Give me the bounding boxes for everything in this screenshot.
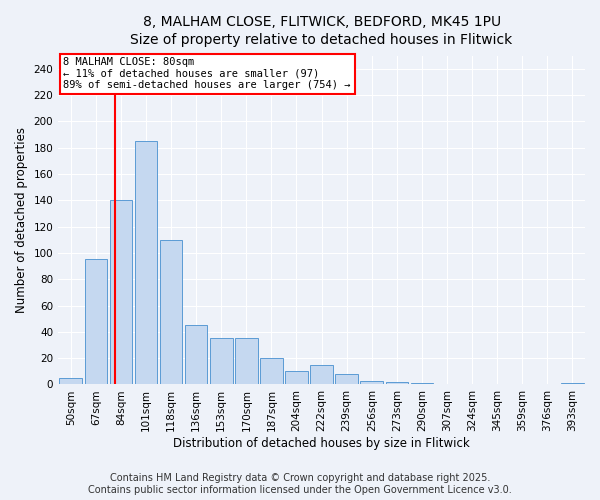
Text: 8 MALHAM CLOSE: 80sqm
← 11% of detached houses are smaller (97)
89% of semi-deta: 8 MALHAM CLOSE: 80sqm ← 11% of detached … — [64, 57, 351, 90]
Bar — [310, 364, 333, 384]
Bar — [260, 358, 283, 384]
Y-axis label: Number of detached properties: Number of detached properties — [15, 127, 28, 313]
Bar — [410, 383, 433, 384]
Bar — [361, 380, 383, 384]
Text: Contains HM Land Registry data © Crown copyright and database right 2025.
Contai: Contains HM Land Registry data © Crown c… — [88, 474, 512, 495]
Bar — [134, 141, 157, 384]
Bar — [561, 383, 584, 384]
Bar — [335, 374, 358, 384]
Bar — [59, 378, 82, 384]
Bar — [85, 260, 107, 384]
Bar — [110, 200, 132, 384]
Bar — [160, 240, 182, 384]
Bar — [210, 338, 233, 384]
Bar — [185, 325, 208, 384]
Bar — [285, 372, 308, 384]
Bar — [386, 382, 408, 384]
Title: 8, MALHAM CLOSE, FLITWICK, BEDFORD, MK45 1PU
Size of property relative to detach: 8, MALHAM CLOSE, FLITWICK, BEDFORD, MK45… — [130, 15, 513, 48]
Bar — [235, 338, 257, 384]
X-axis label: Distribution of detached houses by size in Flitwick: Distribution of detached houses by size … — [173, 437, 470, 450]
